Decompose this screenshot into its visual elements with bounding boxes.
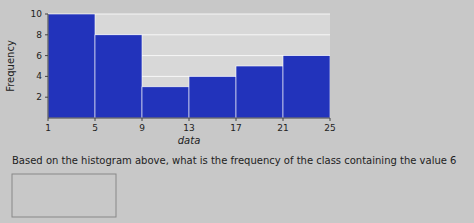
y-tick-label: 6 <box>36 51 42 61</box>
y-tick-label: 8 <box>36 30 42 40</box>
x-tick-label: 17 <box>230 123 241 133</box>
x-tick <box>48 118 49 121</box>
chart: 1 5 9 13 17 21 25 2 4 6 8 10 data Frequency Based on t… <box>0 0 474 223</box>
plot-area <box>48 14 330 118</box>
x-tick-label: 9 <box>139 123 145 133</box>
y-tick-label: 10 <box>31 9 43 19</box>
bars <box>48 14 330 118</box>
y-tick <box>45 97 48 98</box>
histogram-bar <box>95 35 142 118</box>
x-tick-label: 1 <box>45 123 51 133</box>
y-tick-label: 2 <box>36 92 42 102</box>
x-tick <box>95 118 96 121</box>
x-tick <box>236 118 237 121</box>
y-tick <box>45 14 48 15</box>
x-axis-label: data <box>178 135 201 146</box>
y-axis-line <box>48 14 49 118</box>
answer-box <box>12 174 116 217</box>
histogram-bar <box>236 66 283 118</box>
x-tick-label: 21 <box>277 123 288 133</box>
histogram-bar <box>189 76 236 118</box>
x-tick <box>142 118 143 121</box>
x-tick <box>189 118 190 121</box>
y-tick <box>45 55 48 56</box>
y-tick <box>45 34 48 35</box>
x-tick <box>330 118 331 121</box>
y-axis-label: Frequency <box>5 40 16 92</box>
histogram-bar <box>283 56 330 118</box>
y-tick <box>45 76 48 77</box>
x-tick-label: 13 <box>183 123 194 133</box>
question-text: Based on the histogram above, what is th… <box>12 155 456 166</box>
x-tick <box>283 118 284 121</box>
x-tick-label: 5 <box>92 123 98 133</box>
x-tick-label: 25 <box>324 123 335 133</box>
histogram-bar <box>142 87 189 118</box>
histogram-bar <box>48 14 95 118</box>
y-tick-label: 4 <box>36 71 42 81</box>
background <box>0 0 474 223</box>
